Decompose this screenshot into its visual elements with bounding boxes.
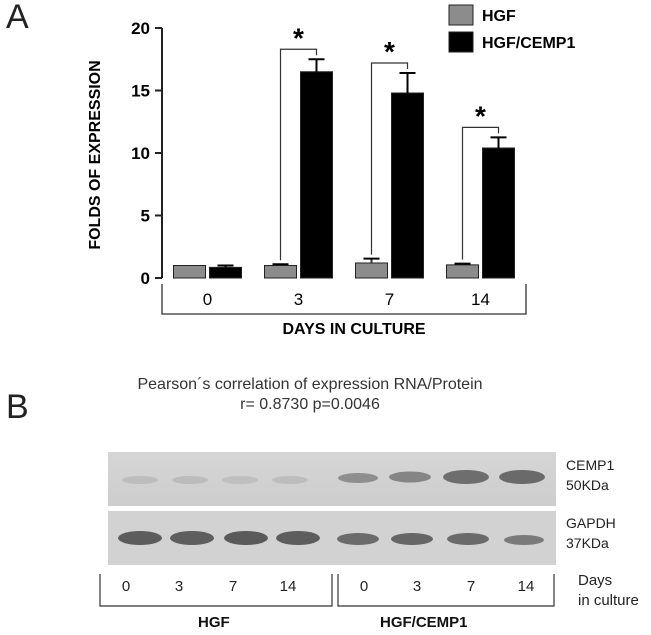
gapdh-band-size: 37KDa bbox=[566, 535, 609, 551]
lane-label: 0 bbox=[121, 578, 131, 595]
x-axis-label: DAYS IN CULTURE bbox=[282, 321, 425, 338]
legend-swatch bbox=[448, 4, 474, 26]
bar bbox=[446, 264, 479, 279]
band-cemp1-14 bbox=[499, 470, 545, 484]
lane-label: 14 bbox=[517, 578, 535, 595]
significance-marker: * bbox=[293, 22, 304, 53]
panel-a-label: A bbox=[6, 0, 29, 36]
significance-bracket bbox=[370, 62, 409, 255]
pearson-stats: r= 0.8730 p=0.0046 bbox=[240, 396, 380, 413]
legend-swatch bbox=[448, 31, 474, 53]
x-tick-label: 0 bbox=[203, 290, 212, 309]
band-gapdh-cemp1-3 bbox=[391, 533, 433, 545]
group-label-hgf-cemp1: HGF/CEMP1 bbox=[380, 614, 468, 631]
y-tick-label: 15 bbox=[131, 82, 150, 101]
bar bbox=[355, 262, 388, 279]
gapdh-blot-strip bbox=[108, 511, 556, 565]
days-label: Days bbox=[578, 572, 613, 589]
panel-b-label: B bbox=[6, 388, 29, 426]
lane-label: 14 bbox=[279, 578, 297, 595]
significance-bracket bbox=[461, 126, 500, 260]
lane-label: 0 bbox=[359, 578, 369, 595]
pearson-title: Pearson´s correlation of expression RNA/… bbox=[137, 376, 483, 393]
bar bbox=[173, 265, 206, 279]
cemp1-band-size: 50KDa bbox=[566, 477, 609, 493]
band-cemp1-7 bbox=[443, 470, 489, 484]
lane-label: 3 bbox=[412, 578, 422, 595]
band-gapdh-hgf-3 bbox=[170, 531, 214, 545]
legend-label: HGF/CEMP1 bbox=[482, 35, 575, 52]
band-gapdh-hgf-14 bbox=[276, 531, 320, 545]
significance-marker: * bbox=[384, 36, 395, 67]
cemp1-band-name: CEMP1 bbox=[566, 457, 615, 473]
x-tick-label: 7 bbox=[385, 290, 394, 309]
significance-marker: * bbox=[475, 100, 486, 131]
band-hgf-14 bbox=[272, 476, 308, 484]
lane-label: 3 bbox=[174, 578, 184, 595]
band-hgf-3 bbox=[172, 476, 208, 484]
band-gapdh-cemp1-7 bbox=[447, 533, 489, 545]
legend-label: HGF bbox=[482, 8, 516, 25]
band-gapdh-cemp1-0 bbox=[337, 533, 379, 545]
lane-label: 7 bbox=[466, 578, 476, 595]
gapdh-band-name: GAPDH bbox=[566, 515, 616, 531]
band-gapdh-hgf-0 bbox=[118, 531, 162, 545]
bar-chart: 0 5 10 15 20 FOLDS OF EXPRESSION 0 3 7 14 DAYS IN … bbox=[87, 4, 575, 338]
band-hgf-0 bbox=[122, 476, 158, 484]
bar bbox=[391, 92, 424, 279]
lane-label: 7 bbox=[228, 578, 238, 595]
bar bbox=[482, 147, 515, 279]
bar bbox=[264, 265, 297, 279]
in-culture-label: in culture bbox=[578, 592, 639, 609]
group-label-hgf: HGF bbox=[198, 614, 230, 631]
significance-bracket bbox=[279, 48, 318, 261]
y-axis-label: FOLDS OF EXPRESSION bbox=[87, 60, 104, 249]
y-tick-label: 10 bbox=[131, 144, 150, 163]
x-tick-label: 14 bbox=[471, 290, 490, 309]
band-hgf-7 bbox=[222, 476, 258, 484]
band-cemp1-3 bbox=[389, 471, 431, 483]
band-gapdh-hgf-7 bbox=[224, 531, 268, 545]
band-gapdh-cemp1-14 bbox=[504, 535, 544, 545]
x-tick-label: 3 bbox=[294, 290, 303, 309]
x-axis-bracket bbox=[161, 284, 527, 315]
y-tick-label: 0 bbox=[141, 269, 150, 288]
lane-brackets bbox=[99, 574, 555, 607]
bar bbox=[209, 266, 242, 279]
y-tick-label: 20 bbox=[131, 19, 150, 38]
y-tick-label: 5 bbox=[141, 207, 150, 226]
bar bbox=[300, 71, 333, 279]
band-cemp1-0 bbox=[338, 473, 378, 483]
cemp1-blot-strip bbox=[108, 452, 556, 506]
